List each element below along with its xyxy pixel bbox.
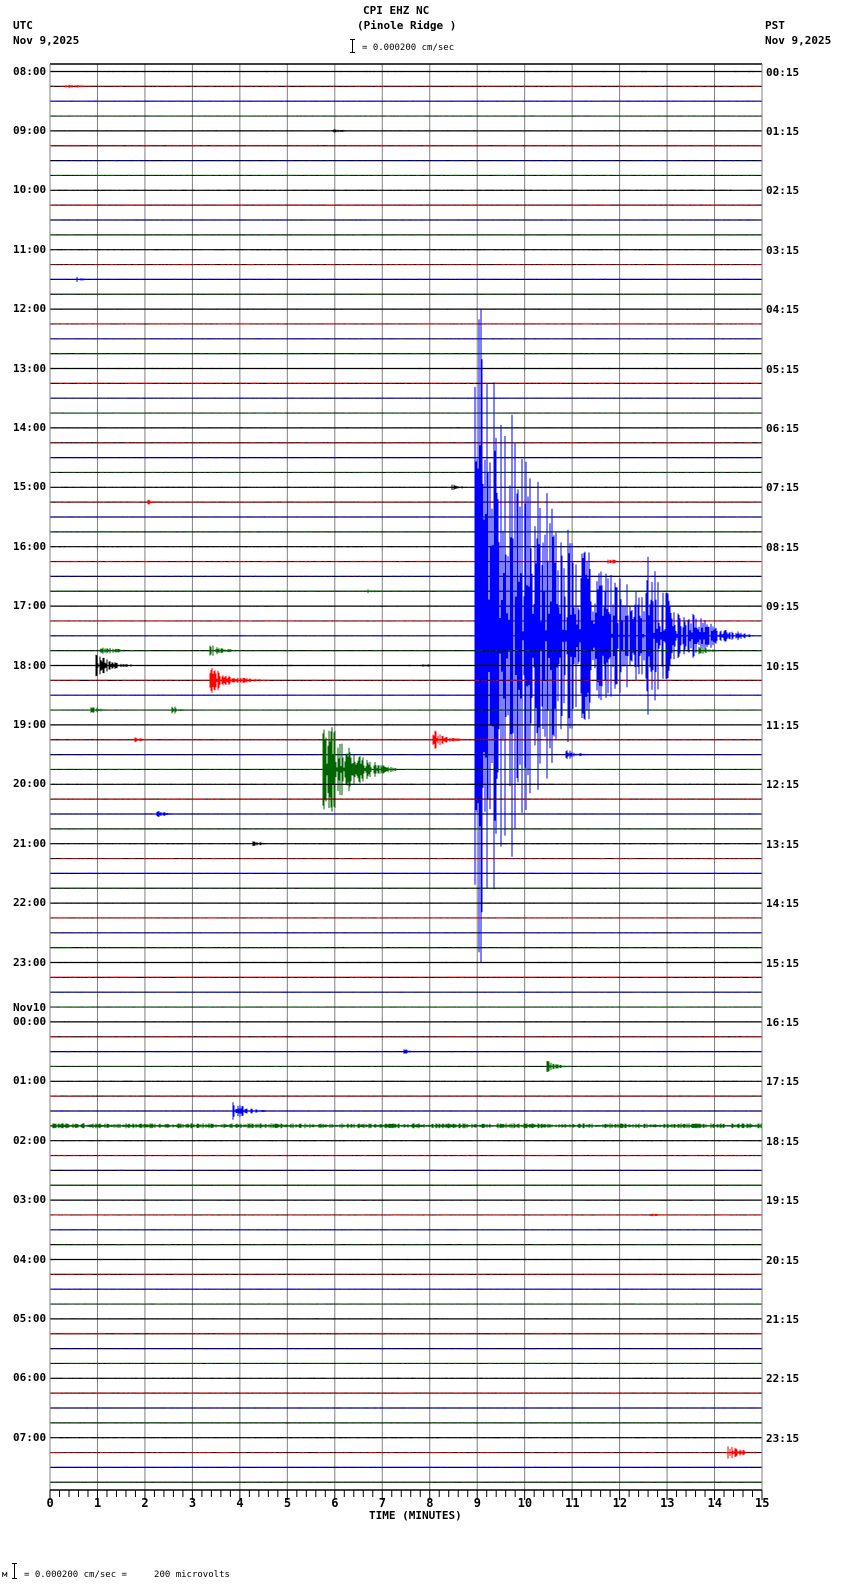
x-tick-label: 5 — [283, 1496, 292, 1510]
x-tick-label: 0 — [46, 1496, 54, 1510]
utc-hour-label: 10:00 — [13, 183, 47, 197]
utc-hour-label: 16:00 — [13, 539, 47, 553]
x-tick-label: 1 — [93, 1496, 102, 1510]
plot-frame — [49, 63, 763, 1491]
x-axis-label: TIME (MINUTES) — [369, 1509, 462, 1522]
utc-hour-label: 17:00 — [13, 599, 47, 613]
x-tick-label: 6 — [331, 1496, 339, 1510]
utc-hour-label: 06:00 — [13, 1371, 47, 1385]
utc-hour-label: 01:00 — [13, 1074, 47, 1088]
utc-hour-label: 15:00 — [13, 480, 47, 494]
date-label: Nov10 — [13, 1000, 47, 1014]
utc-hour-label: 12:00 — [13, 302, 47, 316]
x-tick-label: 9 — [473, 1496, 481, 1510]
x-tick-label: 3 — [188, 1496, 197, 1510]
left-date: Nov 9,2025 — [13, 34, 80, 47]
station-title: CPI EHZ NC — [363, 4, 430, 17]
station-subtitle: (Pinole Ridge ) — [357, 19, 457, 32]
utc-hour-label: 22:00 — [13, 896, 47, 910]
utc-hour-label: 13:00 — [13, 361, 47, 375]
pst-hour-label: 17:15 — [766, 1075, 800, 1089]
utc-hour-label: 14:00 — [13, 420, 47, 434]
x-tick-label: 12 — [612, 1496, 628, 1510]
pst-hour-label: 01:15 — [766, 124, 800, 138]
utc-hour-label: 05:00 — [13, 1311, 47, 1325]
pst-hour-label: 16:15 — [766, 1015, 800, 1029]
pst-hour-label: 12:15 — [766, 778, 800, 792]
right-date: Nov 9,2025 — [765, 34, 832, 47]
utc-hour-label: 07:00 — [13, 1430, 47, 1444]
pst-hour-label: 03:15 — [766, 243, 800, 257]
pst-hour-label: 23:15 — [766, 1431, 800, 1445]
x-tick-label: 2 — [141, 1496, 149, 1510]
pst-hour-label: 19:15 — [766, 1194, 800, 1208]
utc-hour-label: 21:00 — [13, 836, 47, 850]
pst-hour-label: 10:15 — [766, 659, 800, 673]
pst-hour-label: 14:15 — [766, 897, 800, 911]
x-tick-label: 4 — [236, 1496, 244, 1510]
footer-scale-bar-icon — [12, 1563, 20, 1579]
pst-hour-label: 04:15 — [766, 303, 800, 317]
pst-hour-label: 22:15 — [766, 1372, 800, 1386]
scale-text: = 0.000200 cm/sec — [362, 43, 455, 53]
utc-hour-label: 02:00 — [13, 1133, 47, 1147]
seismic-traces — [50, 70, 762, 1483]
utc-hour-label: 00:00 — [13, 1014, 47, 1028]
x-tick-label: 15 — [755, 1496, 770, 1510]
x-tick-label: 8 — [426, 1496, 434, 1510]
x-axis-ticks — [49, 1490, 763, 1500]
grid-lines — [96, 64, 716, 1490]
left-timezone: UTC — [13, 19, 33, 32]
utc-hour-label: 11:00 — [13, 242, 47, 256]
pst-hour-label: 18:15 — [766, 1134, 800, 1148]
pst-hour-label: 21:15 — [766, 1312, 800, 1326]
pst-hour-label: 09:15 — [766, 600, 800, 614]
utc-hour-label: 20:00 — [13, 777, 47, 791]
pst-hour-label: 13:15 — [766, 837, 800, 851]
right-timezone: PST — [765, 19, 785, 32]
pst-hour-label: 20:15 — [766, 1253, 800, 1267]
utc-hour-label: 03:00 — [13, 1193, 47, 1207]
x-tick-label: 10 — [517, 1496, 533, 1510]
pst-hour-label: 07:15 — [766, 481, 800, 495]
x-tick-label: 13 — [660, 1496, 675, 1510]
utc-hour-label: 08:00 — [13, 64, 47, 78]
pst-hour-label: 00:15 — [766, 65, 800, 79]
utc-hour-label: 19:00 — [13, 717, 47, 731]
x-tick-label: 14 — [707, 1496, 722, 1510]
pst-hour-label: 11:15 — [766, 718, 800, 732]
pst-hour-label: 05:15 — [766, 362, 800, 376]
pst-hour-label: 06:15 — [766, 421, 800, 435]
pst-hour-label: 15:15 — [766, 956, 800, 970]
footer-glyph: м — [2, 1570, 8, 1580]
x-tick-label: 7 — [378, 1496, 386, 1510]
pst-hour-label: 02:15 — [766, 184, 800, 198]
utc-hour-label: 18:00 — [13, 658, 47, 672]
utc-hour-label: 04:00 — [13, 1252, 47, 1266]
scale-bar-icon — [350, 39, 358, 53]
x-tick-label: 11 — [565, 1496, 580, 1510]
utc-hour-label: 09:00 — [13, 123, 47, 137]
pst-hour-label: 08:15 — [766, 540, 800, 554]
utc-hour-label: 23:00 — [13, 955, 47, 969]
footer-scale-text: = 0.000200 cm/sec = 200 microvolts — [24, 1570, 230, 1580]
